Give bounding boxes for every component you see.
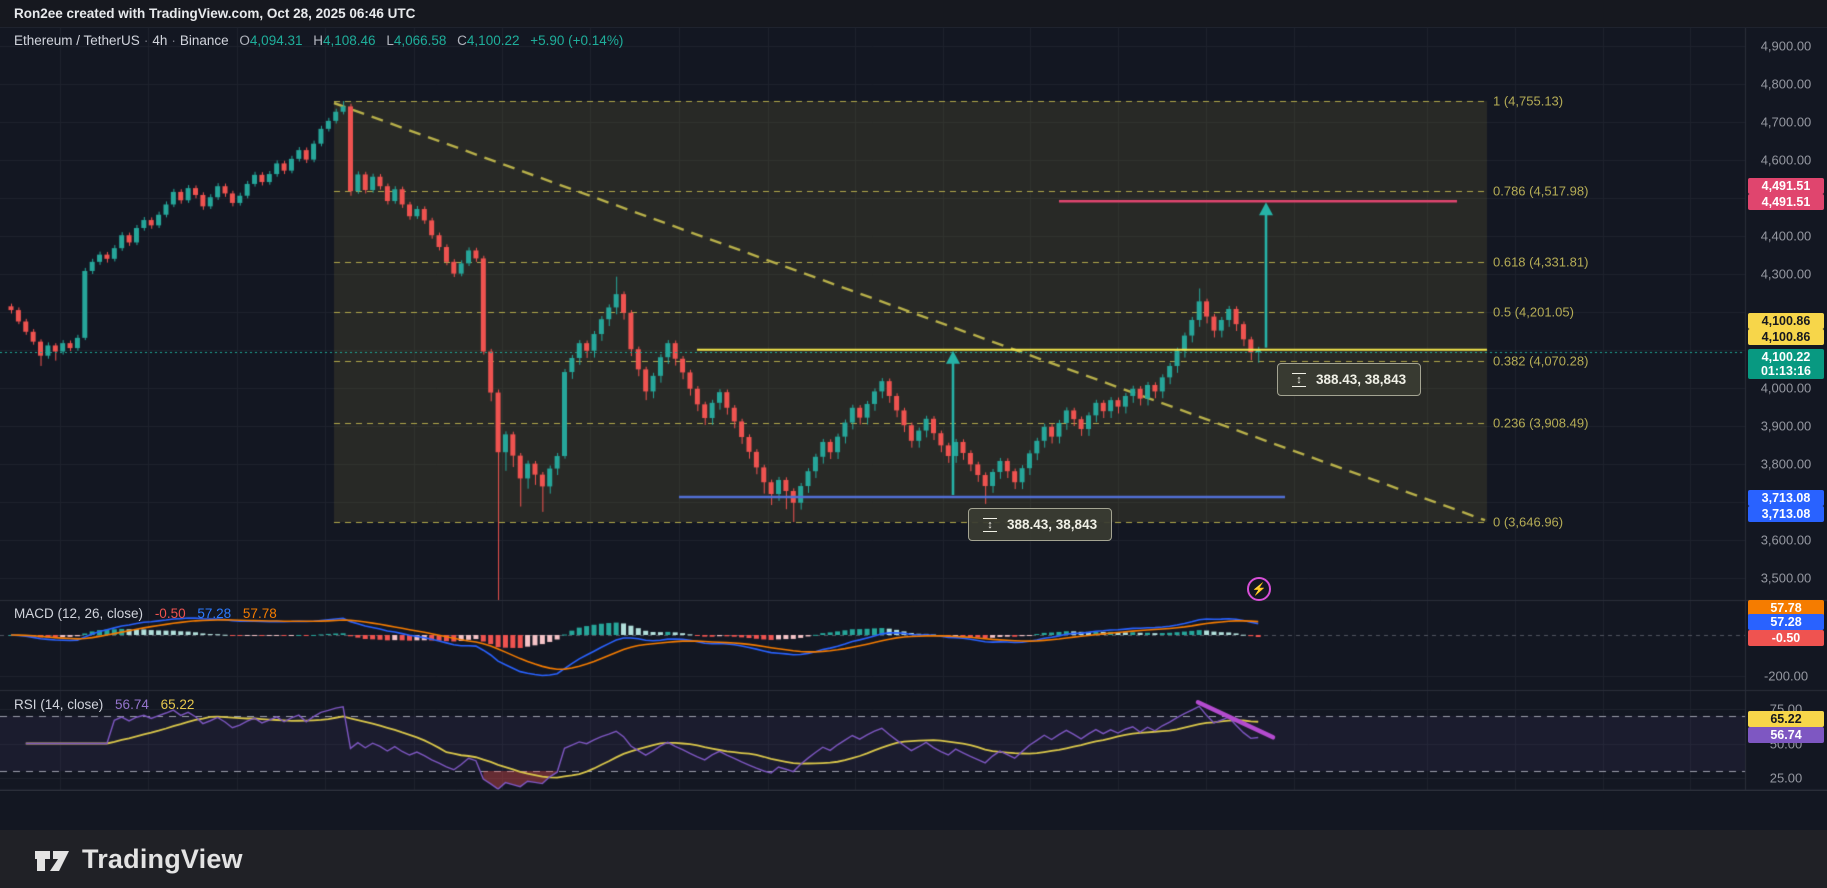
open-label: O [239,33,250,48]
price-badge: -0.50 [1748,630,1824,646]
low-value: 4,066.58 [393,33,447,48]
bar-countdown: 01:13:16 [1760,364,1812,378]
rsi-title[interactable]: RSI (14, close) [14,697,104,712]
price-axis-label: 3,800.00 [1760,456,1812,472]
fib-level-label: 0.618 (4,331.81) [1493,254,1589,270]
price-axis-label: 4,300.00 [1760,266,1812,282]
fib-level-label: 0.382 (4,070.28) [1493,353,1589,369]
close-value: 4,100.22 [466,33,520,48]
price-badge: 4,100.86 [1748,329,1824,345]
flash-icon[interactable]: ⚡ [1247,577,1271,601]
fib-level-label: 0.5 (4,201.05) [1493,304,1574,320]
rsi-legend[interactable]: RSI (14, close) 56.74 65.22 [14,697,194,712]
price-axis-label: 4,000.00 [1760,380,1812,396]
lightning-glyph: ⚡ [1251,582,1267,596]
price-badge: 57.28 [1748,614,1824,630]
separator: · [171,33,176,48]
macd-axis-label: -200.00 [1763,668,1809,684]
current-price-badge: 4,100.22 01:13:16 [1748,349,1824,379]
macd-legend[interactable]: MACD (12, 26, close) -0.50 57.28 57.78 [14,606,277,621]
measure-icon: ↕ [1292,372,1306,387]
price-badge: 65.22 [1748,711,1824,727]
macd-title[interactable]: MACD (12, 26, close) [14,606,144,621]
footer-bar: TradingView [0,830,1827,888]
fib-level-label: 0 (3,646.96) [1493,514,1564,530]
rsi-value: 56.74 [115,697,149,712]
fib-level-label: 0.236 (3,908.49) [1493,415,1589,431]
price-axis-label: 3,900.00 [1760,418,1812,434]
price-axis-label: 4,400.00 [1760,228,1812,244]
rsi-axis-label: 25.00 [1769,770,1803,786]
price-axis-label: 4,800.00 [1760,76,1812,92]
title-bar: Ron2ee created with TradingView.com, Oct… [0,0,1827,28]
measure-tooltip-text: 388.43, 38,843 [1007,517,1098,532]
measure-icon: ↕ [983,517,997,532]
fib-level-label: 0.786 (4,517.98) [1493,183,1589,199]
macd-hist-value: -0.50 [154,606,186,621]
price-badge: 57.78 [1748,600,1824,616]
symbol-name[interactable]: Ethereum / TetherUS [14,33,140,48]
symbol-legend[interactable]: Ethereum / TetherUS · 4h · Binance O4,094.31… [14,33,623,48]
tradingview-logo-icon [35,851,69,871]
title-text: Ron2ee created with TradingView.com, Oct… [14,6,416,21]
symbol-interval[interactable]: 4h [152,33,168,48]
close-label: C [457,33,467,48]
fib-level-label: 1 (4,755.13) [1493,93,1564,109]
price-badge: 4,491.51 [1748,178,1824,194]
symbol-exchange[interactable]: Binance [179,33,229,48]
current-price-value: 4,100.22 [1761,350,1811,364]
measure-tooltip: ↕ 388.43, 38,843 [1277,363,1422,396]
rsi-ma-value: 65.22 [160,697,195,712]
price-axis-label: 4,600.00 [1760,152,1812,168]
time-axis[interactable]: Oct357911131517192123252729Nov357 [0,790,1827,830]
tradingview-wordmark: TradingView [82,843,243,874]
measure-tooltip: ↕ 388.43, 38,843 [968,508,1113,541]
high-label: H [313,33,323,48]
price-badge: 4,491.51 [1748,194,1824,210]
price-badge: 4,100.86 [1748,313,1824,329]
change-value: +5.90 (+0.14%) [530,33,624,48]
measure-tooltip-text: 388.43, 38,843 [1316,372,1407,387]
macd-signal-value: 57.78 [242,606,277,621]
price-axis-label: 4,900.00 [1760,38,1812,54]
price-badge: 3,713.08 [1748,506,1824,522]
price-axis-label: 3,600.00 [1760,532,1812,548]
high-value: 4,108.46 [323,33,376,48]
low-label: L [386,33,394,48]
price-axis-label: 3,500.00 [1760,570,1812,586]
open-value: 4,094.31 [249,33,303,48]
macd-line-value: 57.28 [197,606,232,621]
price-badge: 3,713.08 [1748,490,1824,506]
price-badge: 56.74 [1748,727,1824,743]
separator: · [143,33,149,48]
chart-canvas[interactable] [0,28,1827,790]
price-axis-label: 4,700.00 [1760,114,1812,130]
